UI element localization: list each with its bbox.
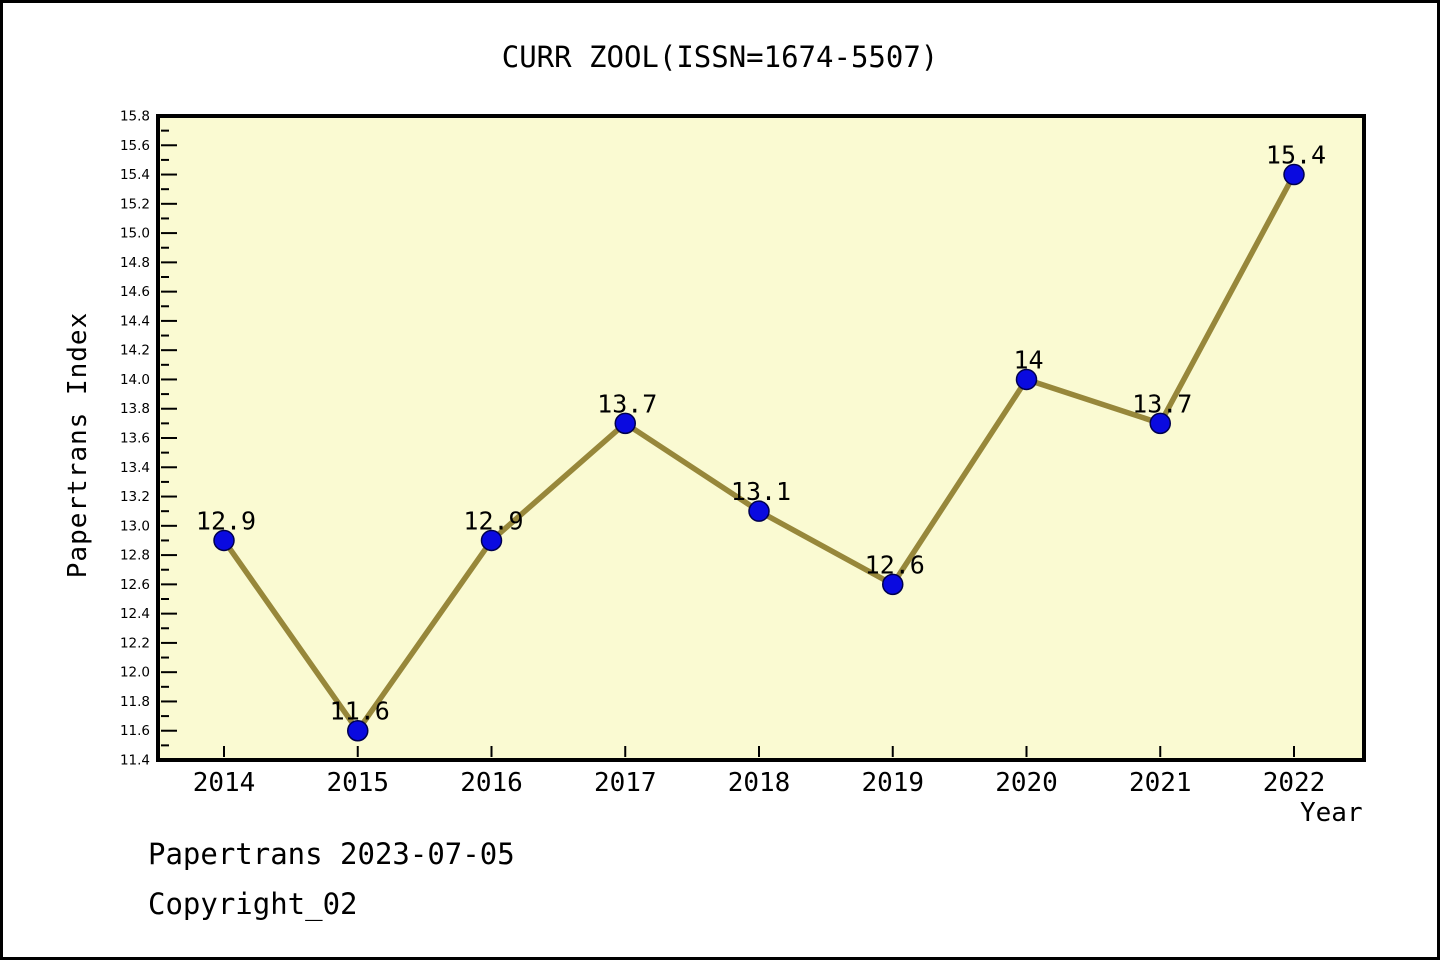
data-point-label-2014: 12.9 bbox=[196, 506, 256, 535]
y-tick-label: 15.8 bbox=[120, 109, 150, 125]
data-point-2018 bbox=[748, 500, 770, 522]
y-tick-label: 13.2 bbox=[120, 489, 150, 505]
data-point-label-2016: 12.9 bbox=[463, 506, 523, 535]
data-point-2021 bbox=[1149, 412, 1171, 435]
y-tick-label: 12.4 bbox=[120, 606, 150, 622]
x-tick-label: 2015 bbox=[326, 768, 389, 798]
data-point-2017 bbox=[614, 412, 636, 435]
data-point-2014 bbox=[213, 529, 235, 552]
y-tick-label: 14.4 bbox=[120, 313, 150, 329]
data-point-label-2022: 15.4 bbox=[1266, 141, 1326, 170]
y-tick-label: 15.4 bbox=[120, 167, 150, 183]
chart-title: CURR ZOOL(ISSN=1674-5507) bbox=[501, 40, 939, 74]
data-point-label-2021: 13.7 bbox=[1132, 389, 1192, 418]
y-tick-label: 14.6 bbox=[120, 284, 150, 300]
x-tick-label: 2019 bbox=[861, 768, 924, 798]
y-tick-label: 12.0 bbox=[120, 665, 150, 681]
x-tick-label: 2016 bbox=[460, 768, 523, 798]
y-tick-label: 15.0 bbox=[120, 226, 150, 242]
y-tick-label: 12.8 bbox=[120, 548, 150, 564]
y-tick-label: 15.6 bbox=[120, 138, 150, 154]
data-point-label-2020: 14 bbox=[1013, 345, 1043, 374]
y-tick-label: 12.2 bbox=[120, 635, 150, 651]
data-point-2022 bbox=[1283, 163, 1305, 186]
data-point-2020 bbox=[1015, 368, 1038, 391]
data-point-2019 bbox=[882, 573, 904, 596]
y-tick-label: 11.6 bbox=[120, 723, 150, 739]
y-tick-label: 13.8 bbox=[120, 401, 150, 417]
y-tick-label: 13.4 bbox=[120, 460, 150, 476]
x-tick-label: 2020 bbox=[995, 768, 1058, 798]
y-tick-label: 13.6 bbox=[120, 431, 150, 447]
x-tick-label: 2021 bbox=[1129, 768, 1192, 798]
footer-copyright: Copyright_02 bbox=[148, 887, 358, 921]
y-axis-label: Papertrans Index bbox=[63, 311, 93, 579]
y-tick-label: 12.6 bbox=[120, 577, 150, 593]
data-point-label-2015: 11.6 bbox=[330, 697, 390, 726]
y-tick-label: 14.0 bbox=[120, 372, 150, 388]
x-tick-label: 2018 bbox=[728, 768, 791, 798]
data-point-2016 bbox=[480, 529, 503, 552]
y-tick-label: 14.2 bbox=[120, 343, 150, 359]
x-tick-label: 2017 bbox=[594, 768, 657, 798]
data-point-label-2018: 13.1 bbox=[731, 477, 791, 506]
y-tick-label: 11.4 bbox=[120, 753, 150, 769]
x-tick-label: 2022 bbox=[1263, 768, 1326, 798]
y-tick-label: 11.8 bbox=[120, 694, 150, 710]
y-tick-label: 14.8 bbox=[120, 255, 150, 271]
plot-area bbox=[156, 114, 1366, 762]
y-tick-label: 13.0 bbox=[120, 518, 150, 534]
x-axis-label: Year bbox=[1300, 798, 1363, 828]
footer-watermark-date: Papertrans 2023-07-05 bbox=[148, 837, 515, 871]
data-point-label-2019: 12.6 bbox=[865, 550, 925, 579]
x-tick-label: 2014 bbox=[193, 768, 256, 798]
data-point-2015 bbox=[347, 719, 369, 742]
y-tick-label: 15.2 bbox=[120, 196, 150, 212]
data-point-label-2017: 13.7 bbox=[597, 389, 657, 418]
